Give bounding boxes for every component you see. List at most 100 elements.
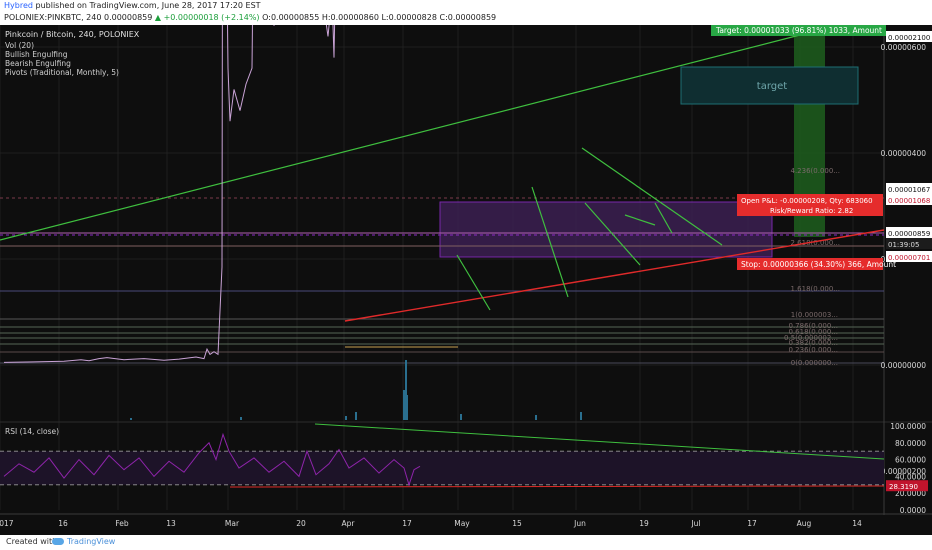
created-with-label: Created with [6,537,58,546]
fib-label: 0.382(0.000... [789,339,839,347]
rsi-current-tag [886,480,928,492]
green-wedge-line [654,202,673,234]
rsi-tick-label: 0.0000 [900,506,926,515]
price-tick-label: 0.00000600 [881,43,927,52]
time-tick-label: 20 [296,519,306,528]
volume-bar [345,416,347,420]
volume-bar [406,395,408,420]
symbol-info: POLONIEX:PINKBTC, 240 0.00000859 ▲ +0.00… [4,13,496,22]
time-tick-label: Apr [342,519,356,528]
price-tag-text: 0.00000859 [888,230,930,238]
pnl-label-box [737,194,883,216]
target-box-label: target [757,81,787,92]
stop-label: Stop: 0.00000366 (34.30%) 366, Amount [741,260,896,269]
price-tag [886,227,932,238]
ohlc-values: O:0.00000855 H:0.00000860 L:0.00000828 C… [262,13,497,22]
fib-label: 0.5(0.000002... [784,334,838,342]
rsi-trendline [314,423,885,460]
time-tick-label: 16 [58,519,68,528]
time-tick-label: 17 [747,519,757,528]
price-tag-text: 0.00000701 [888,254,930,262]
rsi-tick-label: 100.0000 [890,422,926,431]
target-box [680,66,859,105]
fib-label: 4.236(0.000... [791,167,841,175]
legend-item: Pivots (Traditional, Monthly, 5) [5,68,119,77]
price-line [3,25,336,363]
green-wedge-line [624,214,656,226]
volume-bar [355,412,357,420]
risk-reward-label: Risk/Reward Ratio: 2.82 [770,207,853,215]
chart-title-legend: Pinkcoin / Bitcoin, 240, POLONIEX [5,30,140,39]
time-tick-label: Jul [690,519,700,528]
price-tag-text: 0.00001068 [888,197,930,205]
price-tick-label: 0.00000400 [881,149,927,158]
price-tag-text: 0.00001067 [888,186,930,194]
tradingview-logo[interactable]: TradingView [52,537,115,546]
price-tick-label: -0.00000200 [878,467,926,476]
price-tag [886,31,932,42]
stop-label-box [737,258,883,270]
cloud-icon [52,538,64,545]
target-label: Target: 0.00001033 (96.81%) 1033, Amount [715,26,882,35]
volume-bar [403,390,405,420]
fib-label: 0(0.000000... [791,359,838,367]
price-tag [886,194,932,205]
time-tick-label: Feb [115,519,129,528]
time-tick-label: 15 [512,519,522,528]
volume-bar [460,414,462,420]
publish-date: published on TradingView.com, June 28, 2… [35,1,261,10]
fib-label: 0.236(0.000... [789,346,839,354]
rsi-current-value: 28.3190 [889,483,918,491]
price-tag-text: 0.00002100 [888,34,930,42]
fib-label: 1.618(0.000... [791,285,841,293]
chart-footer: Created with TradingView [0,535,932,550]
symbol-name: POLONIEX:PINKBTC, 240 [4,13,102,22]
time-tick-label: Jun [573,519,586,528]
green-wedge-line [584,202,641,266]
fib-label: 1(0.000003... [791,311,838,319]
price-chart[interactable]: target 4.236(0.000... 2.618(0.000... 1.618(… [0,25,932,535]
price-tick-label: 0.00000000 [881,361,927,370]
price-change: ▲ +0.00000018 (+2.14%) [154,13,260,22]
fib-label: 0.618(0.000... [789,328,839,336]
time-tick-label: Mar [225,519,240,528]
rsi-tick-label: 80.0000 [895,439,926,448]
last-price: 0.00000859 [103,13,153,22]
time-tick-label: 17 [402,519,412,528]
author-link[interactable]: Hybred [4,1,33,10]
volume-bar [405,360,407,420]
time-tick-label: Aug [797,519,812,528]
time-tick-label: 19 [639,519,649,528]
range-box [439,201,773,258]
time-tick-label: 13 [166,519,176,528]
rsi-tick-label: 20.0000 [895,489,926,498]
fib-label: 2.618(0.000... [791,239,841,247]
price-tag-text: 01:39:05 [888,241,919,249]
volume-bar [130,418,132,420]
rsi-line [3,432,421,487]
rsi-tick-label: 60.0000 [895,456,926,465]
volume-bar [535,415,537,420]
rsi-label: RSI (14, close) [5,427,59,436]
price-tag [886,183,932,194]
rsi-tick-label: 40.0000 [895,472,926,481]
target-label-box [711,25,886,36]
red-support-line [344,229,885,322]
green-wedge-line [531,186,569,298]
rsi-band [0,451,884,485]
green-trendline [0,34,801,241]
price-tag [886,251,932,262]
time-tick-label: May [454,519,470,528]
time-tick-label: 14 [852,519,862,528]
time-tick-label: 2017 [0,519,14,528]
volume-bar [240,417,242,420]
publish-info: Hybred published on TradingView.com, Jun… [4,1,261,10]
open-pl-label: Open P&L: -0.00000208, Qty: 683060 [741,197,873,205]
legend-item: Vol (20) [5,41,34,50]
chart-header: Hybred published on TradingView.com, Jun… [0,0,932,25]
legend-item: Bullish Engulfing [5,50,68,59]
price-tag [886,238,932,249]
rsi-support-line [229,485,885,488]
volume-bar [580,412,582,420]
legend-item: Bearish Engulfing [5,59,71,68]
